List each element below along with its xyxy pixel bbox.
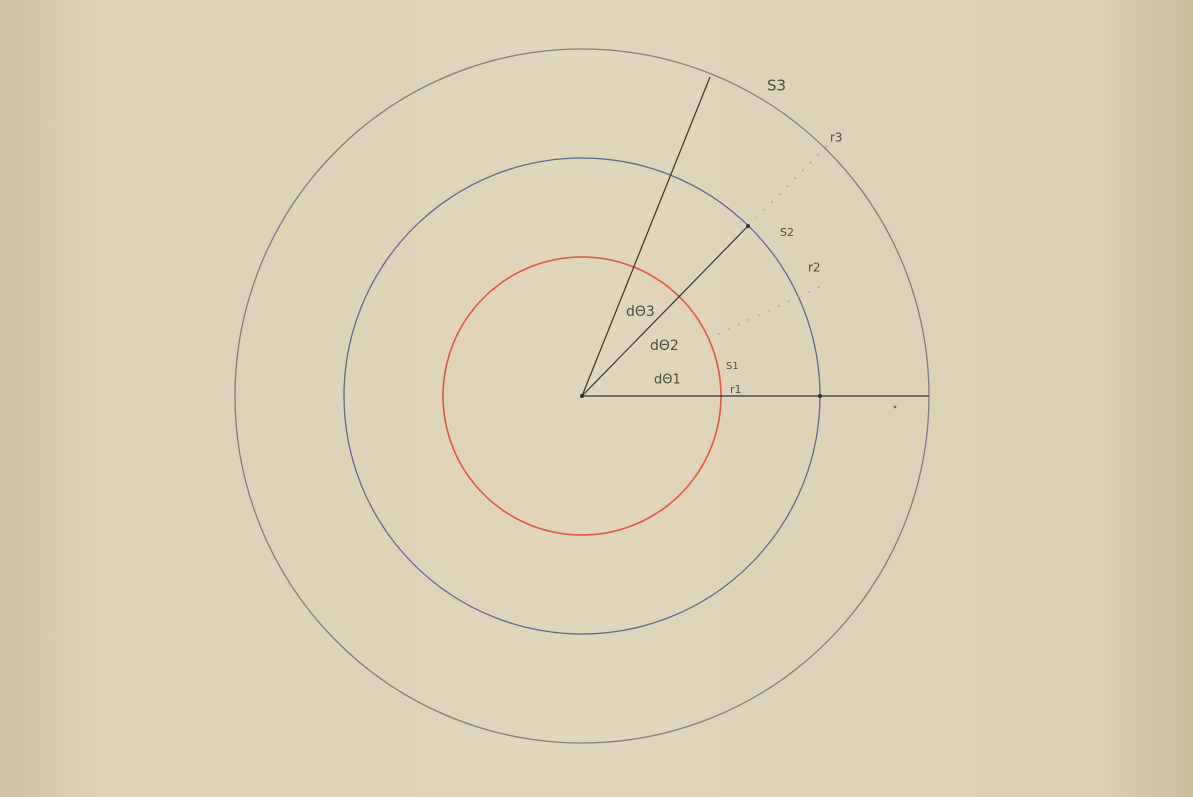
label-s2: S2 [780,226,794,239]
label-r3: r3 [830,131,843,145]
label-dtheta1: dΘ1 [654,373,681,388]
diagram: S3 r3 S2 r2 dΘ3 dΘ2 dΘ1 S1 r1 [0,0,1193,797]
point [818,394,822,398]
page: S3 r3 S2 r2 dΘ3 dΘ2 dΘ1 S1 r1 (() => { c… [0,0,1193,797]
label-s1: S1 [726,361,739,372]
center-point [580,394,584,398]
label-r1: r1 [730,383,742,396]
point [746,224,750,228]
label-s3: S3 [767,77,786,95]
label-dtheta2: dΘ2 [650,338,679,354]
label-dtheta3: dΘ3 [626,304,655,320]
label-r2: r2 [808,261,821,275]
paper [0,0,1193,797]
point [894,406,897,409]
